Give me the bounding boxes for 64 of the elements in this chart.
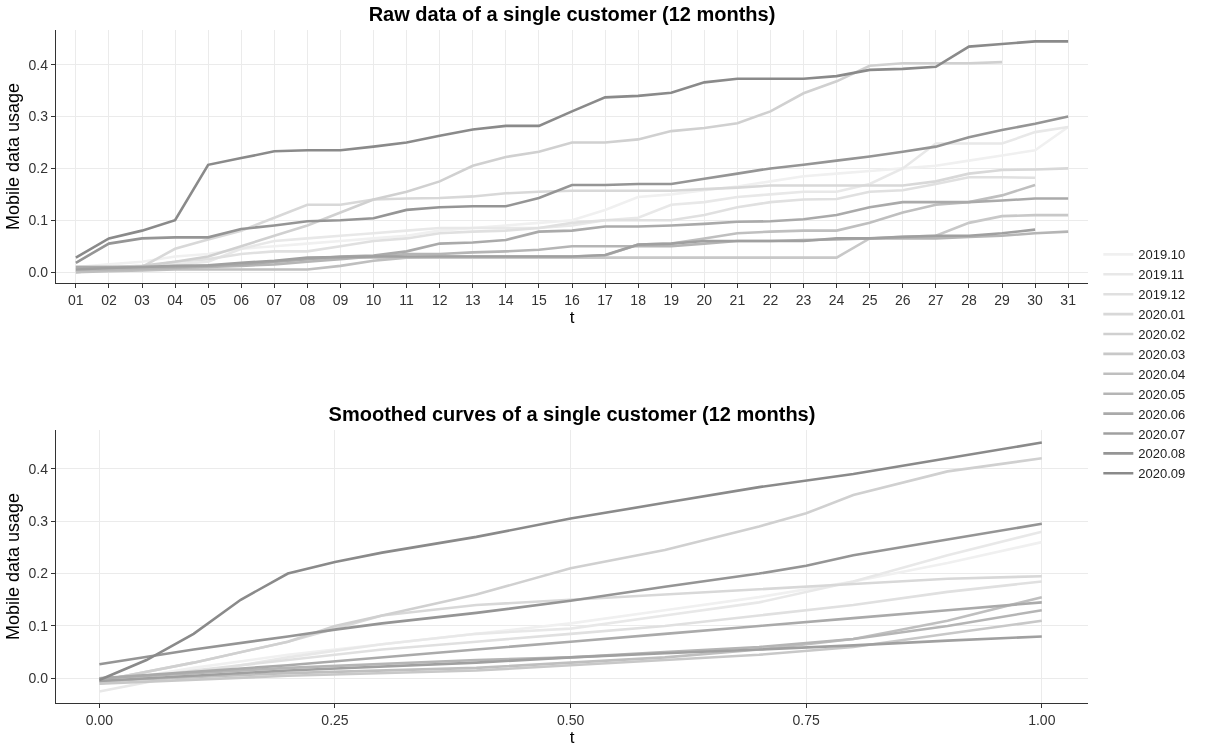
chart-title: Raw data of a single customer (12 months) — [368, 3, 776, 25]
legend-label: 2020.05 — [1138, 386, 1186, 402]
x-tick-label: 18 — [630, 292, 647, 308]
x-tick-label: 04 — [167, 292, 184, 308]
legend-label: 2020.02 — [1138, 327, 1186, 343]
x-tick-label: 28 — [961, 292, 977, 308]
x-tick-label: 19 — [663, 292, 680, 308]
legend-label: 2019.12 — [1138, 287, 1186, 303]
x-tick-label: 15 — [531, 292, 547, 308]
x-tick-label: 05 — [200, 292, 217, 308]
x-tick-label: 23 — [795, 292, 812, 308]
y-tick-label: 0.1 — [28, 617, 49, 634]
x-tick-label: 11 — [399, 292, 415, 308]
legend-label: 2020.04 — [1138, 366, 1186, 382]
y-tick-label: 0.0 — [28, 264, 49, 281]
y-tick-label: 0.0 — [28, 670, 49, 687]
x-tick-label: 09 — [332, 292, 349, 308]
x-tick-label: 31 — [1060, 292, 1077, 308]
x-tick-label: 0.50 — [556, 712, 585, 728]
x-tick-label: 16 — [564, 292, 580, 308]
legend-label: 2020.07 — [1138, 426, 1186, 442]
x-axis-title: t — [569, 308, 575, 327]
x-tick-label: 26 — [894, 292, 911, 308]
x-tick-label: 25 — [861, 292, 878, 308]
x-tick-label: 30 — [1027, 292, 1044, 308]
x-tick-label: 03 — [134, 292, 150, 308]
y-tick-label: 0.4 — [28, 460, 49, 477]
x-tick-label: 24 — [828, 292, 845, 308]
y-tick-label: 0.1 — [28, 212, 49, 229]
x-axis-title: t — [569, 728, 575, 747]
y-axis-title: Mobile data usage — [2, 492, 23, 641]
y-tick-label: 0.2 — [28, 565, 49, 582]
x-tick-label: 0.75 — [792, 712, 821, 728]
legend-label: 2019.11 — [1138, 267, 1185, 283]
x-tick-label: 0.00 — [85, 712, 114, 728]
legend-label: 2020.06 — [1138, 406, 1186, 422]
x-tick-label: 29 — [994, 292, 1010, 308]
x-tick-label: 12 — [431, 292, 448, 308]
x-tick-label: 27 — [928, 292, 944, 308]
chart-title: Smoothed curves of a single customer (12 months) — [328, 403, 816, 425]
y-tick-label: 0.2 — [28, 160, 49, 177]
y-tick-label: 0.3 — [28, 108, 49, 125]
x-tick-label: 13 — [464, 292, 481, 308]
x-tick-label: 21 — [729, 292, 746, 308]
x-tick-label: 06 — [233, 292, 250, 308]
x-tick-label: 07 — [266, 292, 283, 308]
x-tick-label: 22 — [762, 292, 779, 308]
y-tick-label: 0.3 — [28, 513, 49, 530]
y-tick-label: 0.4 — [28, 56, 49, 73]
x-tick-label: 02 — [101, 292, 117, 308]
legend-label: 2019.10 — [1138, 247, 1186, 263]
x-tick-label: 1.00 — [1028, 712, 1056, 728]
x-tick-label: 0.25 — [321, 712, 349, 728]
x-tick-label: 01 — [68, 292, 84, 308]
legend-label: 2020.01 — [1138, 307, 1186, 323]
legend-label: 2020.03 — [1138, 346, 1186, 362]
x-tick-label: 08 — [299, 292, 316, 308]
legend-label: 2020.09 — [1138, 466, 1186, 482]
x-tick-label: 17 — [597, 292, 614, 308]
x-tick-label: 10 — [365, 292, 382, 308]
x-tick-label: 14 — [498, 292, 514, 308]
legend-label: 2020.08 — [1138, 446, 1186, 462]
x-tick-label: 20 — [696, 292, 713, 308]
y-axis-title: Mobile data usage — [2, 82, 23, 231]
